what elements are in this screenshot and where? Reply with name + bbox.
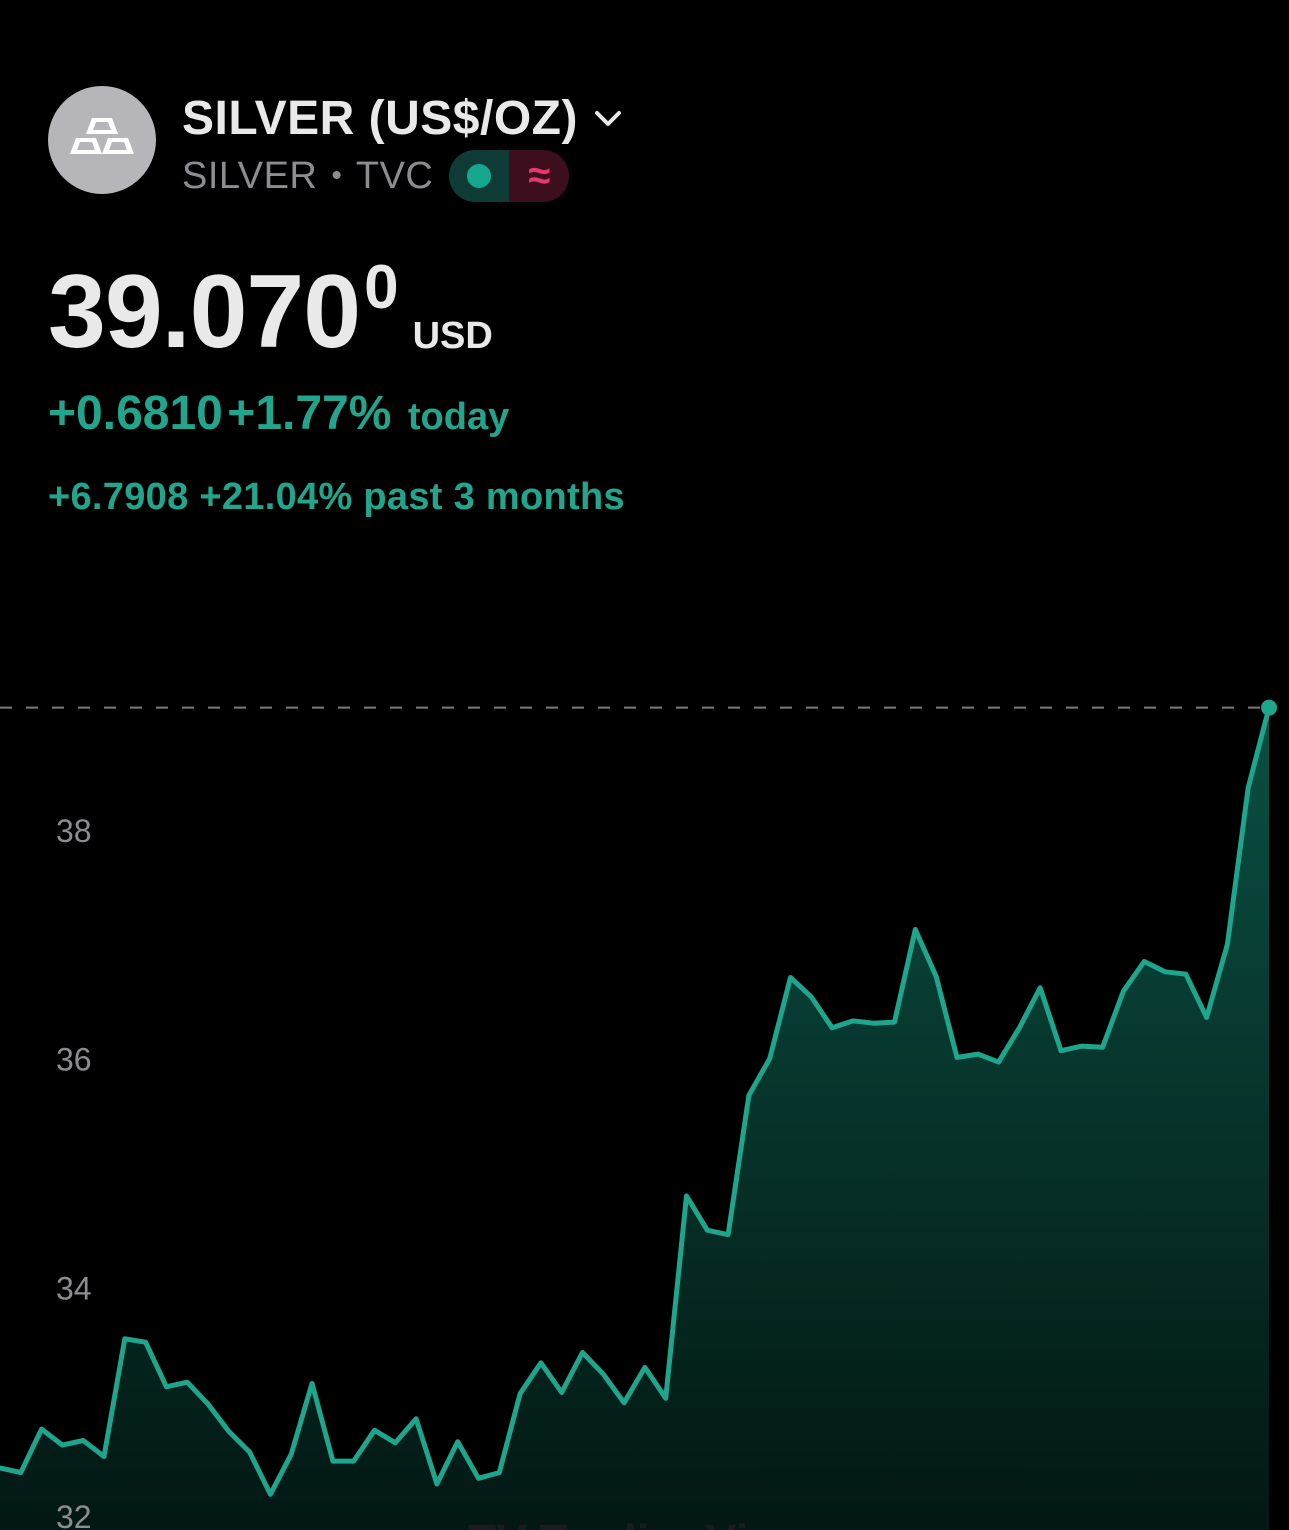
green-dot-icon xyxy=(467,164,492,188)
last-price-point xyxy=(1261,699,1277,716)
symbol-header[interactable]: SILVER (US$/OZ) SILVER • TVC ≈ xyxy=(48,86,624,204)
tradingview-watermark: TV TradingView xyxy=(468,1514,810,1530)
change-period: +6.7908 +21.04% past 3 months xyxy=(48,476,625,518)
symbol-code: SILVER xyxy=(182,154,318,197)
separator-dot: • xyxy=(331,159,342,192)
y-tick-label: 32 xyxy=(56,1499,92,1530)
price-currency: USD xyxy=(412,315,493,357)
price-display: 39.070 0 USD xyxy=(48,253,493,370)
chart-area-fill xyxy=(0,707,1269,1530)
price-superscript: 0 xyxy=(364,253,399,322)
exchange-name: TVC xyxy=(355,154,434,197)
change-today-absolute: +0.6810 xyxy=(48,387,223,440)
y-tick-label: 38 xyxy=(56,813,92,849)
y-tick-label: 34 xyxy=(56,1270,92,1306)
silver-bars-icon xyxy=(48,86,156,194)
change-today-percent: +1.77% xyxy=(227,387,392,440)
title-block: SILVER (US$/OZ) SILVER • TVC ≈ xyxy=(182,90,624,204)
market-status-pill[interactable]: ≈ xyxy=(449,150,570,202)
y-tick-label: 36 xyxy=(56,1042,92,1078)
change-today-label: today xyxy=(407,396,510,438)
chevron-down-icon[interactable] xyxy=(592,102,624,134)
exchange-row: SILVER • TVC ≈ xyxy=(182,148,624,204)
change-today: +0.6810 +1.77% today xyxy=(48,386,509,441)
symbol-title[interactable]: SILVER (US$/OZ) xyxy=(182,91,578,145)
title-row[interactable]: SILVER (US$/OZ) xyxy=(182,90,624,146)
approx-wave-icon: ≈ xyxy=(509,150,570,202)
market-open-indicator xyxy=(449,150,510,202)
price-series-line xyxy=(0,705,1272,1497)
price-main: 39.070 xyxy=(48,254,361,370)
